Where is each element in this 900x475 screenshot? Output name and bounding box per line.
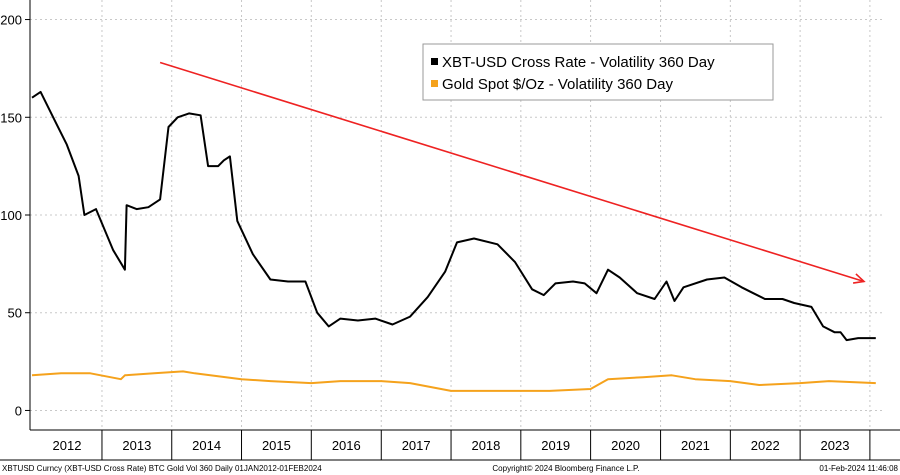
x-tick-label-2019: 2019 — [541, 438, 570, 453]
x-tick-label-2022: 2022 — [751, 438, 780, 453]
annotation-layer — [159, 61, 866, 284]
x-tick-label-2020: 2020 — [611, 438, 640, 453]
y-tick-label-0: 0 — [15, 403, 22, 418]
trend-arrow-line — [159, 61, 865, 283]
trend-arrow-head — [852, 273, 866, 284]
series-line-0 — [31, 90, 876, 342]
legend-label-0: XBT-USD Cross Rate - Volatility 360 Day — [442, 54, 715, 71]
x-tick-label-2014: 2014 — [192, 438, 221, 453]
x-tick-label-2013: 2013 — [122, 438, 151, 453]
series-layer — [31, 90, 876, 392]
x-tick-label-2016: 2016 — [332, 438, 361, 453]
x-tick-label-2023: 2023 — [821, 438, 850, 453]
legend-label-1: Gold Spot $/Oz - Volatility 360 Day — [442, 76, 673, 93]
y-tick-label-200: 200 — [0, 13, 22, 28]
legend-swatch-0 — [431, 58, 438, 65]
x-tick-label-2012: 2012 — [53, 438, 82, 453]
y-tick-label-100: 100 — [0, 208, 22, 223]
x-tick-label-2021: 2021 — [681, 438, 710, 453]
series-line-1 — [31, 370, 876, 392]
x-tick-label-2015: 2015 — [262, 438, 291, 453]
legend-box — [422, 43, 774, 101]
y-tick-label-50: 50 — [8, 306, 22, 321]
legend-swatch-1 — [431, 80, 438, 87]
footer-copyright: Copyright© 2024 Bloomberg Finance L.P. — [492, 464, 639, 473]
footer: XBTUSD Curncy (XBT-USD Cross Rate) BTC G… — [2, 464, 899, 473]
axes: 0 50 100 150 200 2012 2013 2014 2015 2016 2017 2018… — [0, 0, 900, 461]
legend: XBT-USD Cross Rate - Volatility 360 Day G… — [422, 43, 774, 101]
footer-source: XBTUSD Curncy (XBT-USD Cross Rate) BTC G… — [2, 464, 322, 473]
x-tick-label-2018: 2018 — [471, 438, 500, 453]
y-tick-label-150: 150 — [0, 110, 22, 125]
footer-timestamp: 01-Feb-2024 11:46:08 — [819, 464, 898, 473]
x-tick-label-2017: 2017 — [402, 438, 431, 453]
